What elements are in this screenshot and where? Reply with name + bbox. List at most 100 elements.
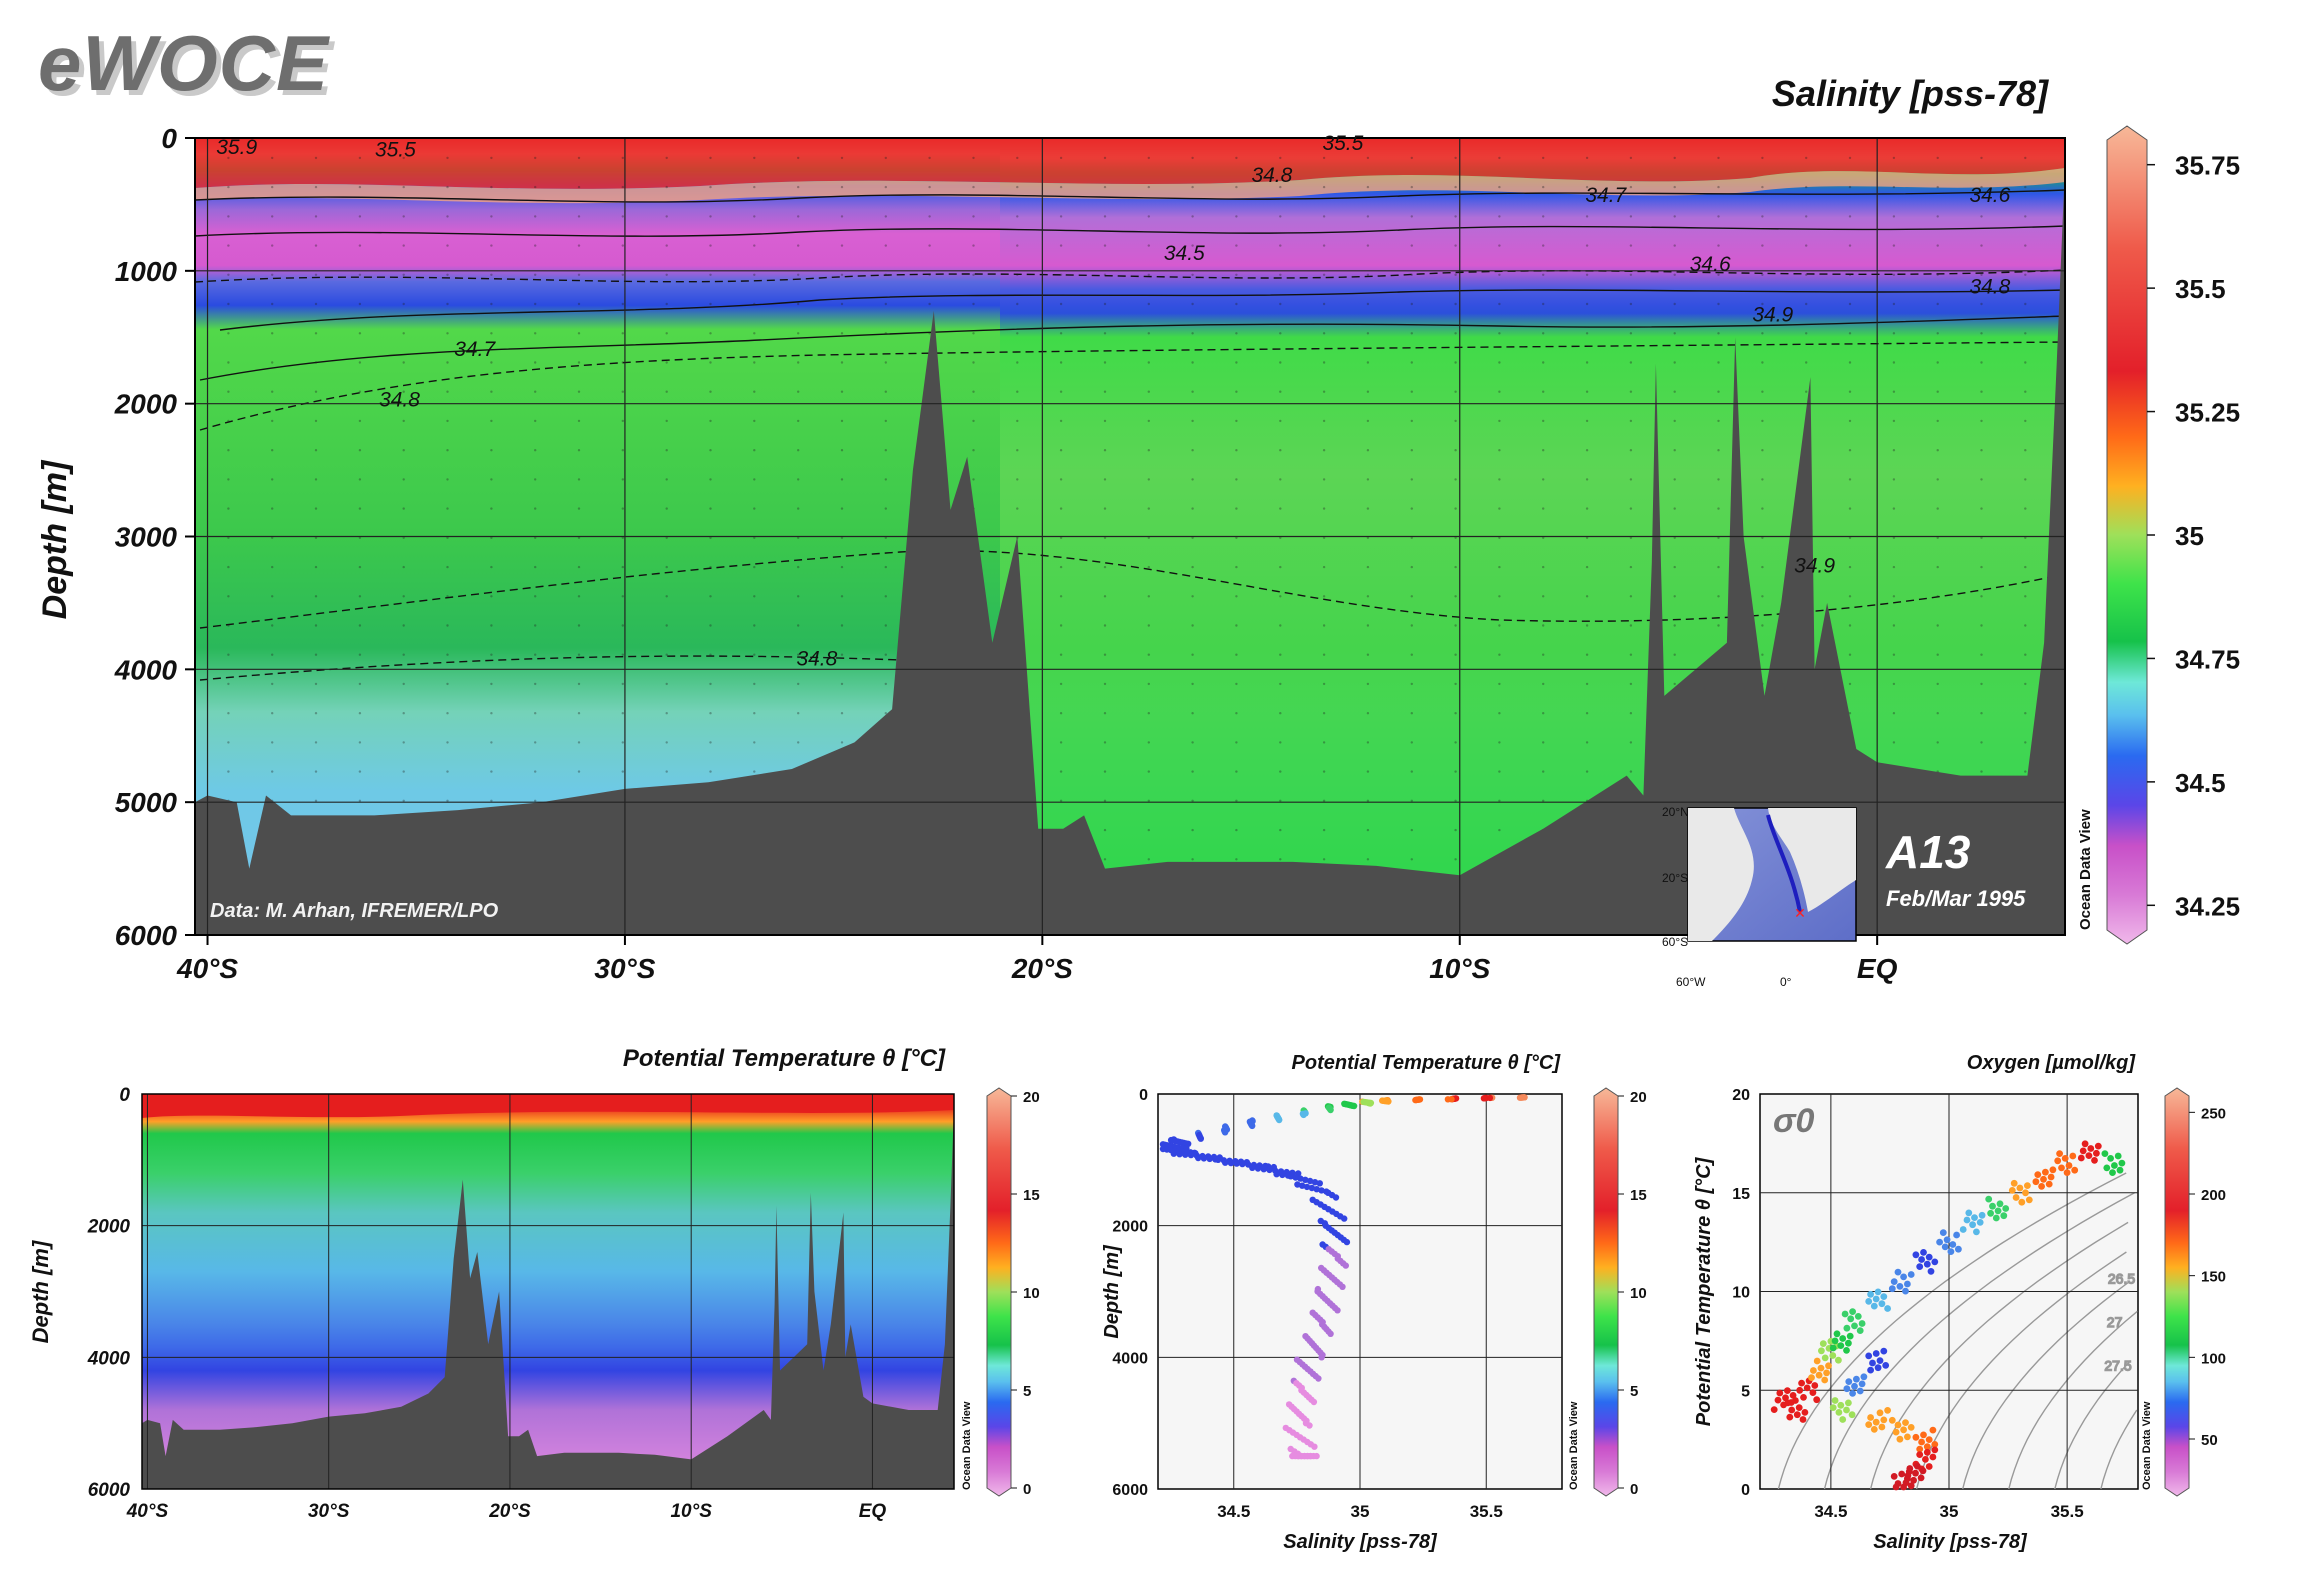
ts-point	[1833, 1330, 1841, 1338]
scatter-point	[1367, 1100, 1374, 1107]
isopycnal-lines: 26.5 27 27.5	[1777, 1172, 2138, 1490]
ts-point	[1874, 1364, 1882, 1372]
ts-point	[1841, 1310, 1849, 1318]
map-land-africa	[1768, 808, 1856, 912]
scatter-point	[1297, 1175, 1304, 1182]
station-samples	[227, 156, 2027, 890]
ts-point	[1809, 1389, 1817, 1396]
scatter-point	[1300, 1111, 1307, 1119]
ts-point	[1845, 1399, 1852, 1407]
ts-point	[2024, 1182, 2031, 1189]
ts-point	[1927, 1268, 1935, 1275]
ts-point	[2116, 1166, 2124, 1174]
temperature-section-plot: 40°S 30°S 20°S 10°S EQ 0 2000 4000 6000 Potentia…	[28, 1045, 1040, 1522]
scatter-point	[1302, 1176, 1309, 1184]
ts-point	[1867, 1414, 1874, 1421]
isopycnal-line	[1869, 1221, 2129, 1490]
ts-point	[2094, 1142, 2102, 1150]
ts-point	[1920, 1249, 1927, 1256]
ts-point	[1874, 1288, 1882, 1296]
ts-point	[1953, 1231, 1960, 1239]
ts-point	[1819, 1340, 1827, 1347]
ts-y-tick-label: 10	[1732, 1285, 1750, 1302]
main-x-ticks: 40°S 30°S 20°S 10°S EQ	[176, 935, 1898, 984]
contour-label: 34.8	[1251, 164, 1292, 187]
warm-surface-band	[142, 1094, 954, 1118]
colorbar-tick-label: 200	[2201, 1187, 2226, 1204]
isopycnal-line	[2008, 1310, 2138, 1490]
main-y-tick-label: 0	[161, 123, 177, 154]
ts-point	[1880, 1347, 1888, 1355]
ts-point	[1813, 1357, 1821, 1365]
ts-point	[1784, 1387, 1791, 1394]
ts-point	[2118, 1159, 2126, 1167]
main-y-tick-label: 3000	[115, 522, 178, 553]
main-grid	[195, 138, 2065, 935]
contour-label: 34.8	[379, 388, 420, 411]
ts-point	[1939, 1229, 1947, 1236]
ts-point	[1792, 1397, 1799, 1404]
ts-point	[1900, 1483, 1907, 1491]
scatter-point	[1313, 1186, 1320, 1193]
scatter-point	[1273, 1171, 1280, 1178]
ts-point	[1936, 1238, 1943, 1246]
colorbar-tick-label: 0	[1023, 1481, 1031, 1498]
ts-point	[1837, 1401, 1845, 1409]
ts-y-label: Potential Temperature θ [°C]	[1693, 1156, 1715, 1426]
ts-point	[1821, 1376, 1829, 1384]
ts-point	[2091, 1157, 2098, 1164]
scatter-point	[1332, 1194, 1340, 1201]
ts-point	[2054, 1157, 2062, 1165]
temperature-y-tick-label: 0	[119, 1085, 130, 1106]
ts-point	[1904, 1280, 1911, 1288]
scatter-point	[1292, 1174, 1299, 1181]
ts-point	[1817, 1364, 1825, 1372]
scatter-point	[1200, 1155, 1208, 1162]
ts-point	[1878, 1423, 1886, 1431]
scatter-point	[1187, 1151, 1195, 1159]
scatter-point	[1350, 1102, 1358, 1110]
ts-point	[1860, 1373, 1868, 1381]
ts-points	[1770, 1140, 2126, 1491]
scatter-ticks: 34.5 35 35.5 0 2000 4000 6000	[1112, 1087, 1502, 1521]
ts-point	[1865, 1352, 1873, 1360]
scatter-point	[1385, 1098, 1392, 1105]
ts-point	[1810, 1367, 1817, 1374]
ts-point	[1865, 1421, 1873, 1428]
contour-label: 34.5	[1164, 242, 1205, 265]
isopycnal-line	[2054, 1360, 2132, 1490]
ts-point	[1829, 1404, 1837, 1411]
colorbar-tick-label: 15	[1630, 1187, 1647, 1204]
scatter-point	[1222, 1159, 1229, 1166]
scatter-x-tick-label: 35	[1351, 1502, 1370, 1521]
ts-point	[1894, 1421, 1902, 1429]
scatter-x-tick-label: 35.5	[1470, 1502, 1503, 1521]
ts-point	[1848, 1411, 1856, 1419]
ts-point	[1902, 1419, 1909, 1426]
ts-point	[1884, 1407, 1891, 1414]
ts-point	[1890, 1473, 1898, 1480]
ts-point	[1955, 1245, 1962, 1253]
ts-point	[1907, 1271, 1915, 1278]
main-y-tick-label: 2000	[114, 389, 178, 420]
ts-point	[1900, 1426, 1907, 1434]
ts-point	[1837, 1342, 1845, 1349]
temperature-y-tick-label: 4000	[87, 1348, 131, 1369]
ts-point	[1784, 1399, 1792, 1407]
main-y-tick-label: 1000	[115, 256, 178, 287]
ts-point	[1916, 1263, 1924, 1270]
salinity-depth-scatter: 34.5 35 35.5 0 2000 4000 6000 Potential Temper…	[1101, 1052, 1647, 1553]
temperature-x-tick-label: 10°S	[670, 1501, 712, 1522]
ts-point	[1815, 1371, 1823, 1379]
ts-point	[1917, 1474, 1925, 1482]
ts-point	[1929, 1453, 1937, 1461]
contour-label: 34.8	[796, 647, 837, 670]
salinity-section-plot: 0 1000 2000 3000 4000 5000 6000 40°S 30°S 20°S 10…	[36, 73, 2240, 989]
scatter-title: Potential Temperature θ [°C]	[1292, 1052, 1562, 1074]
temperature-x-tick-label: EQ	[859, 1501, 887, 1522]
scatter-point	[1279, 1171, 1286, 1179]
ts-point	[1796, 1386, 1804, 1394]
temperature-x-tick-label: 30°S	[308, 1501, 350, 1522]
ts-point	[2063, 1169, 2071, 1176]
